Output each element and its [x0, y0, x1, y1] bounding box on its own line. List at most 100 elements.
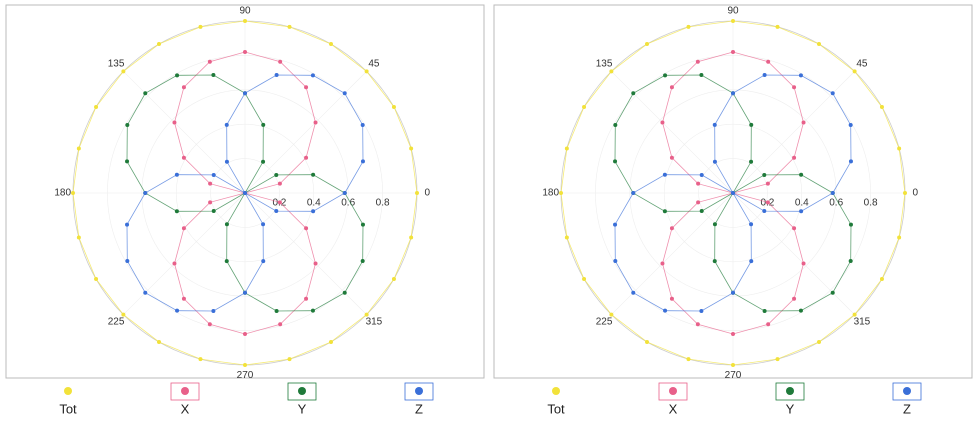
point	[792, 226, 797, 231]
point	[175, 73, 180, 78]
legend-label: X	[181, 401, 190, 416]
point	[686, 357, 691, 362]
point	[731, 49, 735, 54]
point	[174, 172, 179, 177]
point	[277, 181, 282, 186]
r-tick-label: 0.4	[795, 198, 809, 209]
point	[712, 122, 717, 127]
theta-tick-label: 90	[239, 5, 251, 16]
point	[121, 69, 126, 74]
legend-label: X	[669, 401, 678, 416]
point	[848, 123, 853, 128]
point	[329, 42, 333, 47]
legend-marker	[669, 387, 677, 395]
point	[143, 290, 148, 295]
point	[669, 226, 674, 231]
point	[243, 19, 247, 23]
theta-tick-label: 45	[368, 59, 380, 70]
point	[696, 200, 701, 205]
point	[261, 159, 266, 164]
point	[224, 122, 229, 127]
point	[749, 159, 754, 164]
point	[645, 42, 649, 47]
point	[830, 91, 835, 96]
point	[207, 59, 212, 64]
angular-grid	[244, 71, 367, 194]
point	[731, 363, 735, 367]
point	[564, 146, 569, 151]
point	[125, 123, 130, 128]
point	[762, 209, 767, 214]
r-tick-label: 0.4	[307, 198, 321, 209]
point	[224, 222, 229, 227]
point	[360, 258, 365, 263]
point	[181, 226, 186, 231]
point	[277, 200, 282, 205]
point	[852, 312, 857, 317]
point	[211, 73, 216, 78]
point	[94, 105, 99, 109]
point	[699, 172, 704, 177]
point	[662, 209, 667, 214]
angular-grid	[611, 192, 734, 315]
point	[278, 59, 283, 64]
point	[224, 159, 229, 164]
point	[310, 308, 315, 313]
point	[798, 73, 803, 78]
point	[699, 73, 704, 78]
point	[663, 308, 668, 313]
point	[762, 308, 767, 313]
point	[879, 277, 884, 281]
theta-tick-label: 0	[425, 188, 431, 199]
point	[848, 258, 853, 263]
theta-tick-label: 90	[727, 5, 739, 16]
point	[211, 172, 216, 177]
point	[731, 290, 735, 295]
point	[631, 91, 636, 96]
theta-tick-label: 180	[542, 188, 559, 199]
point	[817, 339, 821, 344]
point	[775, 357, 780, 362]
point	[94, 277, 99, 281]
legend-marker	[415, 387, 423, 395]
r-tick-label: 0.6	[829, 198, 843, 209]
point	[696, 181, 701, 186]
theta-tick-label: 180	[54, 188, 71, 199]
point	[409, 235, 414, 240]
point	[311, 172, 316, 177]
theta-tick-label: 315	[366, 317, 383, 328]
point	[415, 191, 419, 195]
point	[304, 226, 309, 231]
point	[261, 122, 266, 127]
point	[125, 258, 130, 263]
point	[172, 261, 177, 266]
point	[663, 73, 668, 78]
point	[360, 159, 365, 164]
point	[792, 85, 797, 90]
point	[775, 24, 780, 29]
legend-box	[287, 382, 317, 401]
point	[409, 146, 414, 151]
theta-tick-label: 270	[725, 370, 742, 381]
point	[287, 24, 292, 29]
point	[762, 172, 767, 177]
point	[613, 258, 618, 263]
point	[631, 191, 636, 195]
point	[749, 122, 754, 127]
point	[181, 296, 186, 301]
panel	[5, 4, 485, 379]
point	[342, 191, 347, 195]
point	[564, 235, 569, 240]
point	[391, 105, 396, 109]
point	[157, 339, 161, 344]
point	[749, 222, 754, 227]
point	[731, 332, 735, 337]
point	[208, 181, 213, 186]
angular-grid	[244, 192, 367, 315]
point	[71, 191, 75, 195]
r-tick-label: 0.6	[341, 198, 355, 209]
point	[364, 312, 369, 317]
point	[121, 312, 126, 317]
point	[304, 296, 309, 301]
